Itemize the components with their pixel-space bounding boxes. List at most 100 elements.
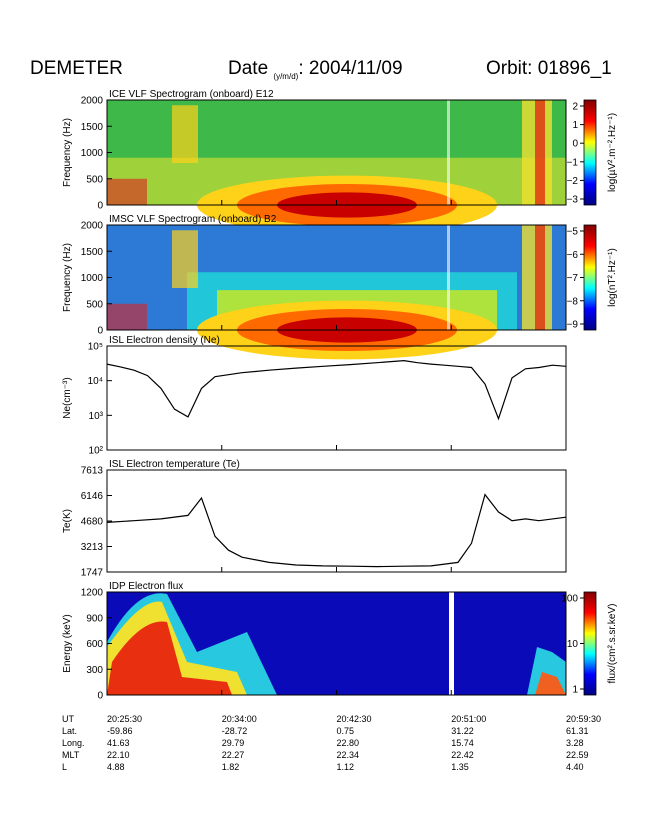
y-tick-label: 0 (97, 326, 103, 337)
y-axis-label: Te(K) (62, 509, 73, 533)
y-axis-label: Energy (keV) (62, 614, 73, 672)
y-tick-label: 1500 (81, 122, 104, 133)
x-axis-row-label: L (62, 762, 67, 772)
x-axis-row-label: Long. (62, 738, 85, 748)
y-tick-label: 900 (86, 613, 103, 624)
satellite-name: DEMETER (30, 58, 123, 79)
panel-title: ISL Electron temperature (Te) (109, 459, 240, 470)
y-tick-label: 1000 (81, 273, 104, 284)
x-axis-value: 1.82 (222, 762, 240, 772)
panel-title: ICE VLF Spectrogram (onboard) E12 (109, 89, 274, 100)
colorbar-tick-label: −2 (567, 176, 579, 187)
x-axis-value: 22.27 (222, 750, 245, 760)
y-tick-label: 0 (97, 691, 103, 702)
colorbar-tick-label: −3 (567, 195, 579, 206)
x-axis-value: 20:59:30 (566, 714, 601, 724)
y-tick-label: 1000 (81, 148, 104, 159)
x-axis-value: 3.28 (566, 738, 584, 748)
colorbar-label: log(µV².m⁻².Hz⁻¹) (607, 113, 618, 192)
x-axis-value: 41.63 (107, 738, 130, 748)
x-axis-value: 20:34:00 (222, 714, 257, 724)
x-axis-row-label: MLT (62, 750, 80, 760)
emission-column (535, 225, 545, 330)
y-tick-label: 4680 (81, 517, 104, 528)
colorbar-tick-label: 100 (561, 594, 578, 605)
y-tick-label: 1200 (81, 588, 104, 599)
colorbar-tick-label: 1 (572, 120, 578, 131)
colorbar (583, 591, 597, 696)
colorbar-tick-label: 10 (567, 639, 579, 650)
y-tick-label: 10⁵ (88, 342, 103, 353)
panel-5: IDP Electron flux 0 300 600 900 1200 100 10 1 (81, 581, 597, 702)
x-axis-value: 0.75 (337, 726, 355, 736)
x-axis-value: 22.34 (337, 750, 360, 760)
emission-column (172, 230, 198, 288)
date-label: Date (228, 58, 269, 79)
colorbar-label: flux/(cm².s.sr.keV) (607, 603, 618, 683)
x-axis-value: 22.59 (566, 750, 589, 760)
y-tick-label: 2000 (81, 221, 104, 232)
y-tick-label: 0 (97, 201, 103, 212)
y-axis-label: Ne(cm⁻³) (62, 377, 73, 418)
panel-1: ICE VLF Spectrogram (onboard) E12 0 500 100… (81, 89, 597, 235)
panel-title: IDP Electron flux (109, 581, 183, 592)
x-axis-value: 22.80 (337, 738, 360, 748)
colorbar-tick-label: 1 (572, 685, 578, 696)
x-axis-value: 1.35 (451, 762, 469, 772)
data-gap (447, 225, 450, 330)
y-tick-label: 1747 (81, 568, 104, 579)
data-line (106, 493, 567, 568)
colorbar-label: log(nT².Hz⁻¹) (607, 248, 618, 307)
colorbar-tick-label: −6 (567, 250, 579, 261)
y-tick-label: 10⁴ (88, 376, 103, 387)
colorbar-tick-label: −1 (567, 157, 579, 168)
data-gap (449, 592, 454, 695)
x-axis-value: 31.22 (451, 726, 474, 736)
colorbar-tick-label: −7 (567, 273, 579, 284)
y-tick-label: 1500 (81, 247, 104, 258)
x-axis-row-label: UT (62, 714, 74, 724)
colorbar-tick-label: 2 (572, 102, 578, 113)
panel-frame (106, 345, 567, 451)
x-axis-value: 20:42:30 (337, 714, 372, 724)
x-axis-value: 22.42 (451, 750, 474, 760)
date-format: (y/m/d) (273, 71, 299, 81)
colorbar (583, 224, 597, 331)
y-tick-label: 6146 (81, 491, 104, 502)
panel-3: ISL Electron density (Ne) 10² 10³ 10⁴ 10⁵ (88, 335, 567, 457)
colorbar-tick-label: 0 (572, 139, 578, 150)
emission-column (107, 178, 147, 205)
y-tick-label: 600 (86, 639, 103, 650)
y-axis-label: Frequency (Hz) (62, 243, 73, 312)
colorbar (583, 99, 597, 206)
x-axis-value: 20:25:30 (107, 714, 142, 724)
emission-column (172, 105, 198, 163)
panel-frame (106, 469, 567, 573)
emission-column (535, 100, 545, 205)
x-axis-value: -28.72 (222, 726, 248, 736)
colorbar-tick-label: −5 (567, 227, 579, 238)
panel-title: ISL Electron density (Ne) (109, 335, 220, 346)
x-axis-value: 4.88 (107, 762, 125, 772)
panel-4: ISL Electron temperature (Te) 1747 3213 468… (81, 459, 567, 579)
flux-region (107, 621, 232, 695)
y-tick-label: 3213 (81, 542, 104, 553)
x-axis-value: 15.74 (451, 738, 474, 748)
x-axis-value: 1.12 (337, 762, 355, 772)
y-tick-label: 500 (86, 174, 103, 185)
panel-title: IMSC VLF Spectrogram (onboard) B2 (109, 214, 277, 225)
y-tick-label: 7613 (81, 466, 104, 477)
x-axis-value: 22.10 (107, 750, 130, 760)
colorbar-tick-label: −8 (567, 296, 579, 307)
x-axis-value: 20:51:00 (451, 714, 486, 724)
x-axis-value: -59.86 (107, 726, 133, 736)
x-axis-row-label: Lat. (62, 726, 77, 736)
data-line (106, 359, 567, 421)
x-axis-value: 29.79 (222, 738, 245, 748)
panel-2: IMSC VLF Spectrogram (onboard) B2 0 500 100… (81, 214, 597, 360)
flux-region (535, 672, 566, 695)
colorbar-tick-label: −9 (567, 320, 579, 331)
x-axis-value: 4.40 (566, 762, 584, 772)
y-tick-label: 10³ (89, 411, 104, 422)
